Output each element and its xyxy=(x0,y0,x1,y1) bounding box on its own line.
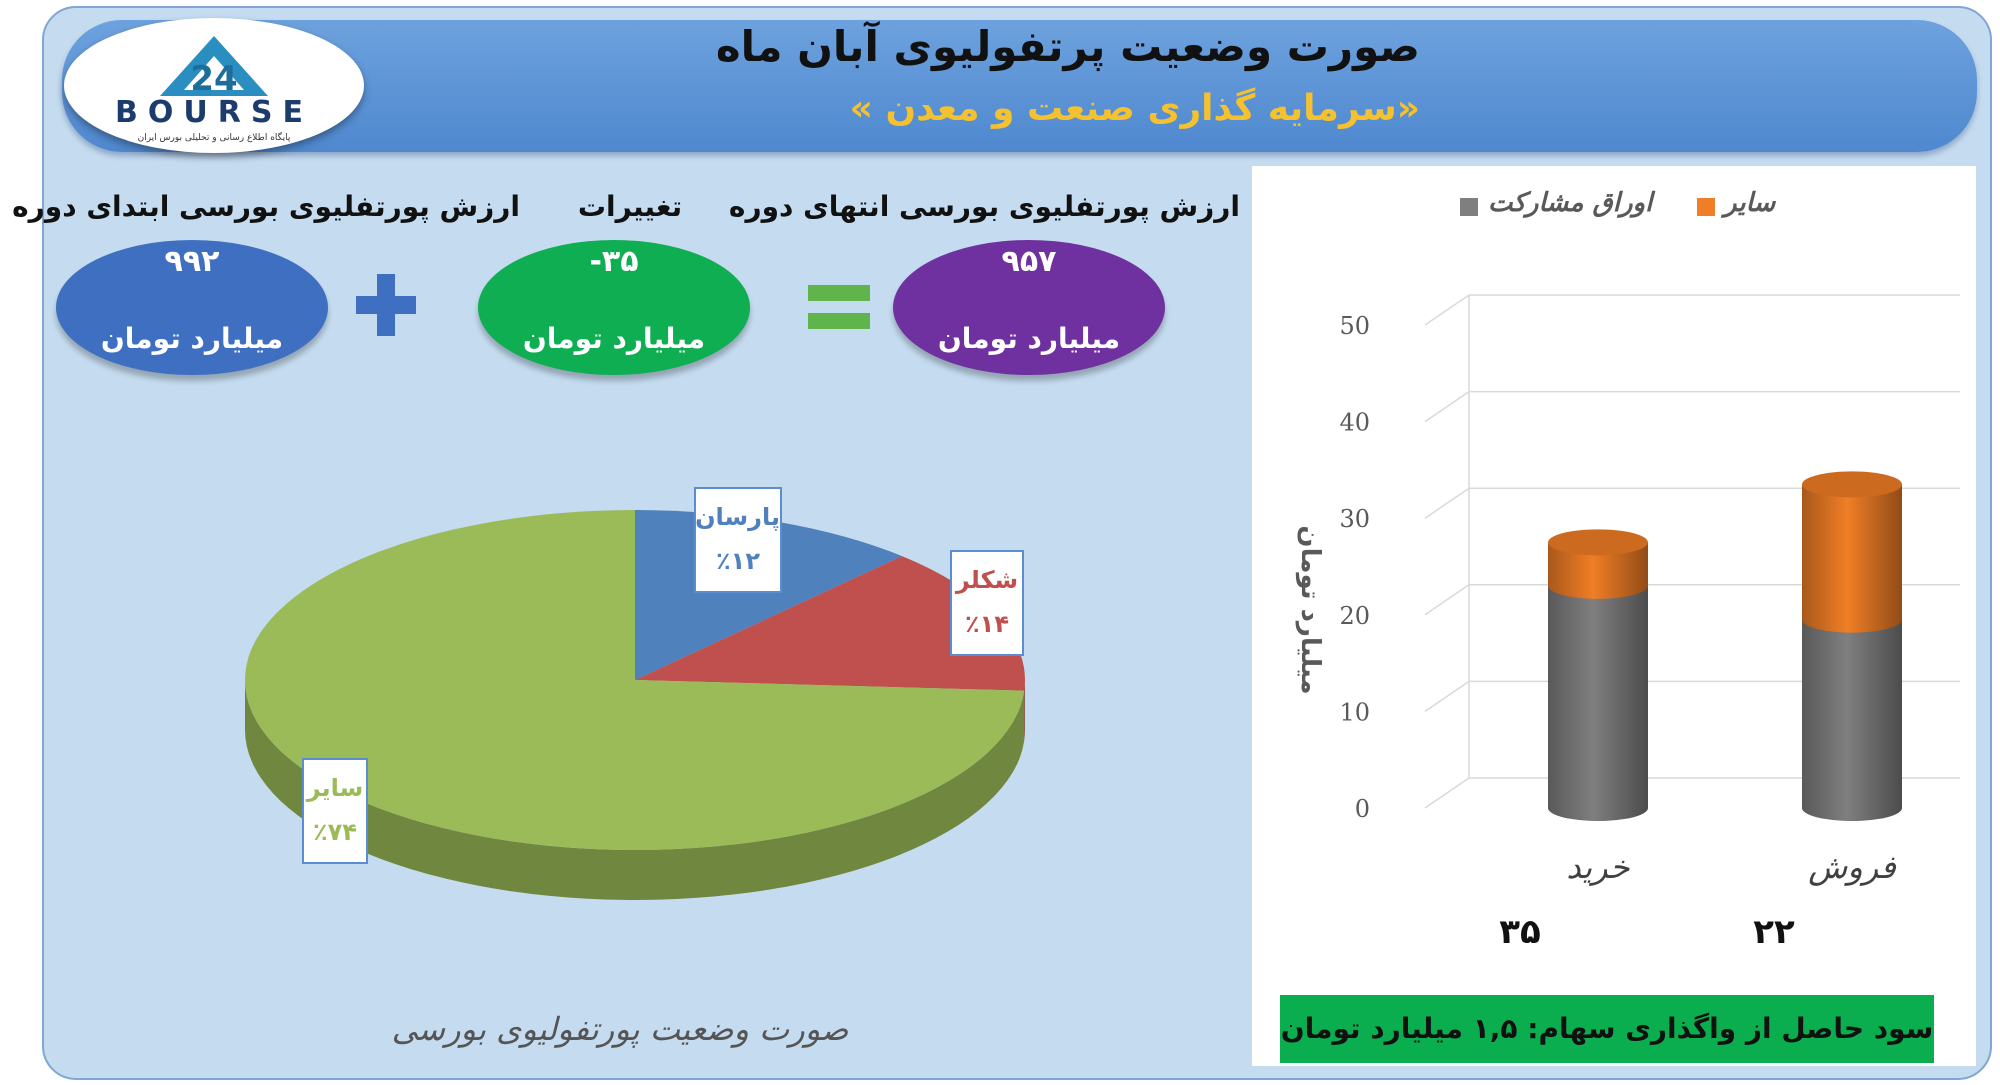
logo: 24 BOURSE پایگاه اطلاع رسانی و تحلیلی بو… xyxy=(64,18,364,153)
pie-label-other-value: ٪۷۴ xyxy=(313,818,357,846)
change-label: تغییرات xyxy=(577,190,683,223)
change-ellipse: -۳۵ میلیارد تومان xyxy=(478,240,750,375)
plus-icon-vertical xyxy=(377,274,395,336)
start-value: ۹۹۲ xyxy=(164,244,220,279)
pie-label-parsan: پارسان ٪۱۲ xyxy=(694,487,782,593)
header-banner xyxy=(62,20,1977,152)
end-value-label: ارزش پورتفلیوی بورسی انتهای دوره xyxy=(728,190,1240,223)
page-subtitle: «سرمایه گذاری صنعت و معدن » xyxy=(849,88,1420,129)
bar-chart-panel xyxy=(1252,166,1976,1066)
pie-label-parsan-name: پارسان xyxy=(695,503,780,531)
end-value-unit: میلیارد تومان xyxy=(937,322,1121,355)
logo-tagline: پایگاه اطلاع رسانی و تحلیلی بورس ایران xyxy=(138,131,291,143)
legend-label-other: سایر xyxy=(1724,188,1776,218)
pie-label-other: سایر ٪۷۴ xyxy=(302,758,368,864)
start-value-ellipse: ۹۹۲ میلیارد تومان xyxy=(56,240,328,375)
end-value: ۹۵۷ xyxy=(1001,244,1057,279)
legend-swatch-other xyxy=(1697,198,1715,216)
start-value-label: ارزش پورتفلیوی بورسی ابتدای دوره xyxy=(12,190,520,223)
pie-label-other-name: سایر xyxy=(306,774,364,802)
buy-total: ۳۵ xyxy=(1499,912,1541,952)
sell-total: ۲۲ xyxy=(1753,912,1795,952)
page-title: صورت وضعیت پرتفولیوی آبان ماه xyxy=(715,22,1420,71)
legend-swatch-bonds xyxy=(1460,198,1478,216)
profit-box: سود حاصل از واگذاری سهام: ۱,۵ میلیارد تو… xyxy=(1280,995,1934,1063)
pie-label-shekar: شکلر ٪۱۴ xyxy=(950,550,1024,656)
pie-caption: صورت وضعیت پورتفولیوی بورسی xyxy=(391,1010,849,1048)
pie-label-shekar-name: شکلر xyxy=(955,566,1019,594)
pie-label-shekar-value: ٪۱۴ xyxy=(965,610,1009,638)
pie-label-parsan-value: ٪۱۲ xyxy=(716,547,760,575)
change-unit: میلیارد تومان xyxy=(522,322,706,355)
start-value-unit: میلیارد تومان xyxy=(100,322,284,355)
equals-icon-lower xyxy=(808,313,870,329)
equals-icon xyxy=(808,285,870,301)
end-value-ellipse: ۹۵۷ میلیارد تومان xyxy=(893,240,1165,375)
legend-label-bonds: اوراق مشارکت xyxy=(1488,188,1653,218)
logo-number: 24 xyxy=(190,59,237,99)
change-value: -۳۵ xyxy=(589,244,639,279)
logo-wordmark: BOURSE xyxy=(115,95,313,130)
